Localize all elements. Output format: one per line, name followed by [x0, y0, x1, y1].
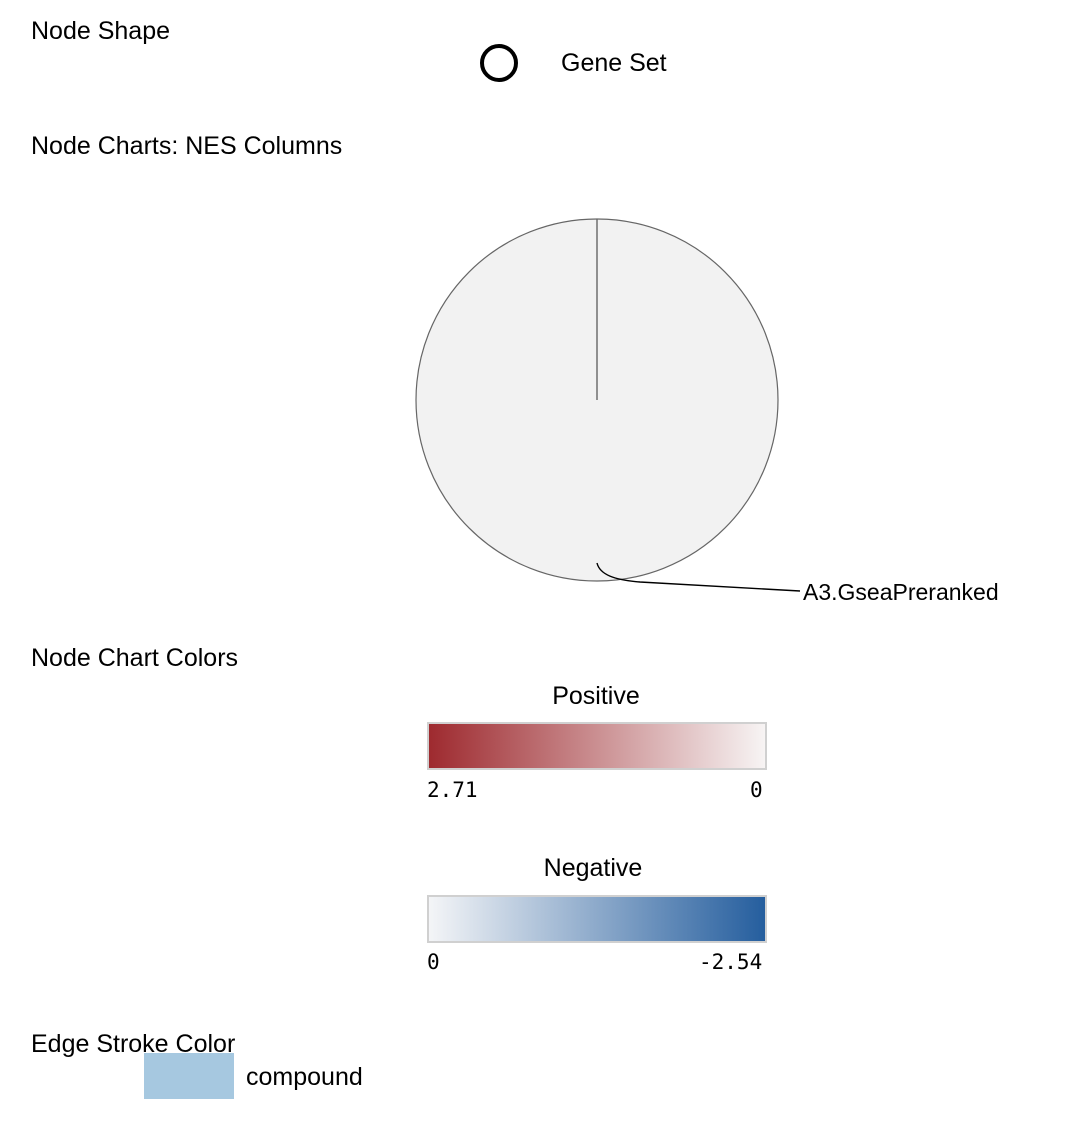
negative-scale-title: Negative [543, 854, 643, 882]
circle-outline-icon [480, 44, 518, 82]
positive-gradient-bar [427, 722, 767, 770]
node-chart-pie: A3.GseaPreranked [415, 218, 999, 605]
node-charts-title: Node Charts: NES Columns [31, 132, 343, 160]
compound-color-swatch [144, 1053, 234, 1099]
positive-min-label: 2.71 [427, 778, 478, 802]
node-shape-title: Node Shape [31, 17, 171, 45]
compound-label: compound [246, 1063, 363, 1091]
positive-max-label: 0 [750, 778, 763, 802]
negative-gradient-bar [427, 895, 767, 943]
node-chart-colors-title: Node Chart Colors [31, 644, 239, 672]
gene-set-label: Gene Set [561, 49, 667, 77]
negative-max-label: -2.54 [699, 950, 763, 974]
pie-slice-label: A3.GseaPreranked [803, 579, 999, 605]
negative-min-label: 0 [427, 950, 440, 974]
pie-leader-line [596, 562, 801, 592]
positive-scale-title: Positive [552, 682, 640, 710]
